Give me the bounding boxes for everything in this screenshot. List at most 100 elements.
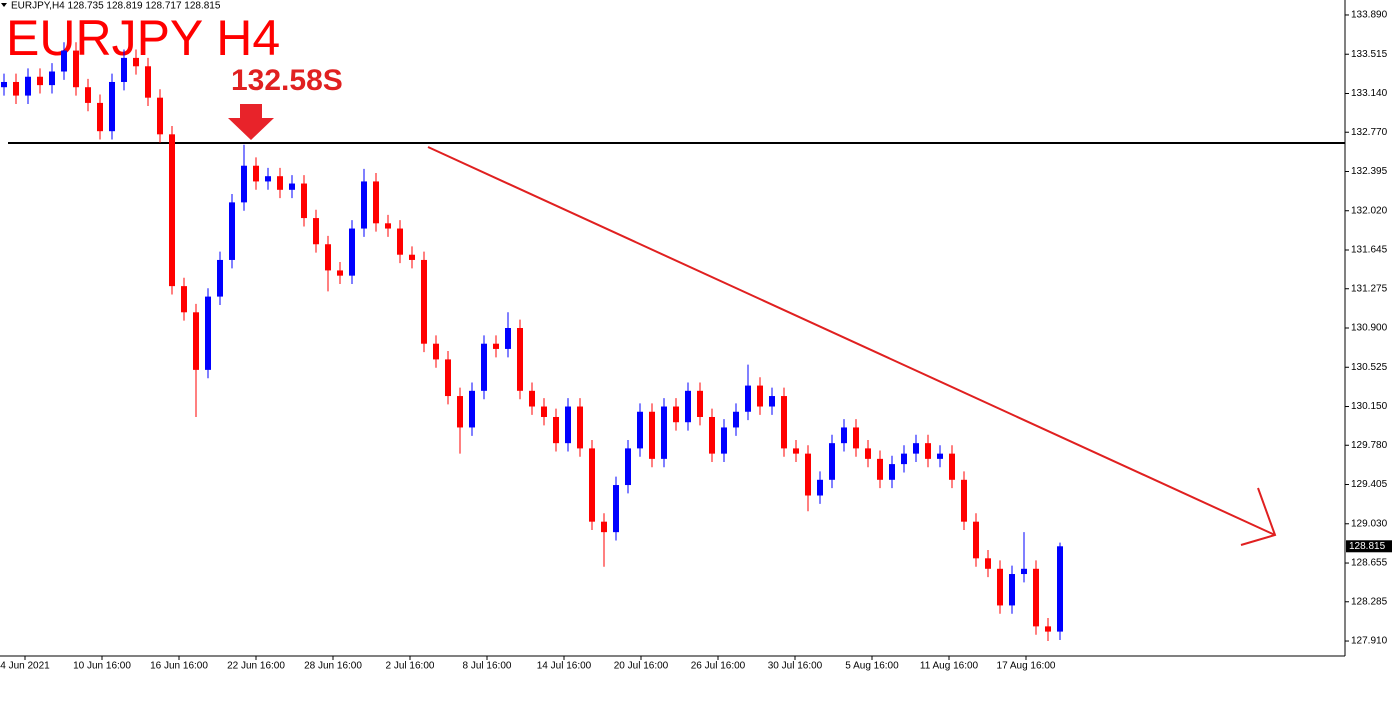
candle-body	[49, 71, 55, 86]
candle-body	[445, 359, 451, 397]
candle-body	[697, 390, 703, 417]
candle-body	[289, 183, 295, 190]
candle-body	[793, 448, 799, 454]
candle-body	[133, 57, 139, 67]
candle-body	[985, 558, 991, 569]
candle-body	[253, 165, 259, 182]
candle-body	[781, 396, 787, 449]
chart-title: EURJPY H4	[6, 10, 280, 66]
x-tick-label: 26 Jul 16:00	[691, 661, 746, 672]
candle-body	[841, 427, 847, 444]
y-tick-label: 128.655	[1351, 558, 1388, 569]
y-tick-label: 130.900	[1351, 323, 1388, 334]
candle-body	[721, 427, 727, 454]
candle-body	[397, 228, 403, 255]
x-tick-label: 5 Aug 16:00	[845, 661, 899, 672]
candle-body	[553, 416, 559, 444]
candle-body	[181, 286, 187, 313]
candle-body	[493, 343, 499, 349]
y-tick-label: 130.150	[1351, 401, 1388, 412]
candle-body	[997, 568, 1003, 606]
candle-body	[469, 390, 475, 428]
candle-body	[277, 176, 283, 190]
candle-body	[157, 97, 163, 135]
x-tick-label: 11 Aug 16:00	[920, 661, 979, 672]
candle-body	[121, 57, 127, 82]
candle-body	[241, 165, 247, 203]
candle-body	[709, 416, 715, 454]
candle-body	[769, 396, 775, 407]
candle-body	[577, 406, 583, 449]
candle-body	[865, 448, 871, 459]
candle-body	[637, 411, 643, 449]
candle-body	[373, 181, 379, 224]
candle-body	[385, 223, 391, 229]
candle-body	[109, 81, 115, 132]
candle-body	[325, 244, 331, 271]
candle-body	[421, 259, 427, 344]
candle-body	[1057, 546, 1063, 632]
x-tick-label: 16 Jun 16:00	[150, 661, 208, 672]
candle-body	[913, 443, 919, 454]
candle-body	[1009, 574, 1015, 606]
candle-body	[829, 443, 835, 480]
x-tick-label: 2 Jul 16:00	[386, 661, 435, 672]
candle-body	[169, 134, 175, 287]
candle-body	[193, 312, 199, 370]
candle-body	[229, 202, 235, 260]
candle-body	[733, 411, 739, 428]
candle-body	[61, 50, 67, 72]
y-tick-label: 132.395	[1351, 166, 1388, 177]
header: EURJPY,H4 128.735 128.819 128.717 128.81…	[11, 1, 221, 12]
candle-body	[565, 406, 571, 444]
down-arrow	[228, 104, 274, 140]
candle-body	[85, 87, 91, 103]
y-tick-label: 131.645	[1351, 245, 1388, 256]
candle-body	[901, 453, 907, 465]
candle-body	[805, 453, 811, 496]
candle-body	[97, 102, 103, 132]
y-tick-label: 132.020	[1351, 205, 1388, 216]
candle-body	[973, 521, 979, 559]
trend-arrow	[427, 146, 1277, 546]
menu-icon	[1, 3, 7, 7]
candle-body	[853, 427, 859, 449]
candle-body	[481, 343, 487, 391]
candle-body	[73, 50, 79, 88]
y-tick-label: 127.910	[1351, 636, 1388, 647]
x-tick-label: 17 Aug 16:00	[997, 661, 1056, 672]
candle-body	[205, 296, 211, 370]
candle-body	[949, 453, 955, 480]
candle-body	[349, 228, 355, 276]
candle-body	[217, 259, 223, 297]
y-tick-label: 130.525	[1351, 362, 1388, 373]
y-tick-label: 129.780	[1351, 440, 1388, 451]
y-tick-label: 133.890	[1351, 10, 1388, 21]
candle-body	[757, 385, 763, 407]
candle-body	[457, 396, 463, 428]
candle-body	[1045, 626, 1051, 632]
x-tick-label: 4 Jun 2021	[0, 661, 50, 672]
candle-body	[265, 176, 271, 182]
candle-body	[517, 328, 523, 391]
candle-body	[25, 76, 31, 96]
y-tick-label: 132.770	[1351, 127, 1388, 138]
x-tick-label: 28 Jun 16:00	[304, 661, 362, 672]
candle-body	[817, 479, 823, 496]
y-tick-label: 131.275	[1351, 283, 1388, 294]
candle-body	[601, 521, 607, 533]
x-tick-label: 22 Jun 16:00	[227, 661, 285, 672]
last-price-label: 128.815	[1349, 541, 1386, 552]
candle-body	[433, 343, 439, 360]
candle-body	[649, 411, 655, 459]
candle-body	[673, 406, 679, 423]
x-tick-label: 10 Jun 16:00	[73, 661, 131, 672]
candle-body	[301, 183, 307, 219]
candle-body	[1021, 568, 1027, 575]
y-tick-label: 133.515	[1351, 49, 1388, 60]
candle-body	[589, 448, 595, 522]
candle-body	[337, 270, 343, 276]
candle-body	[1033, 568, 1039, 627]
candle-body	[409, 254, 415, 260]
candle-body	[877, 458, 883, 480]
